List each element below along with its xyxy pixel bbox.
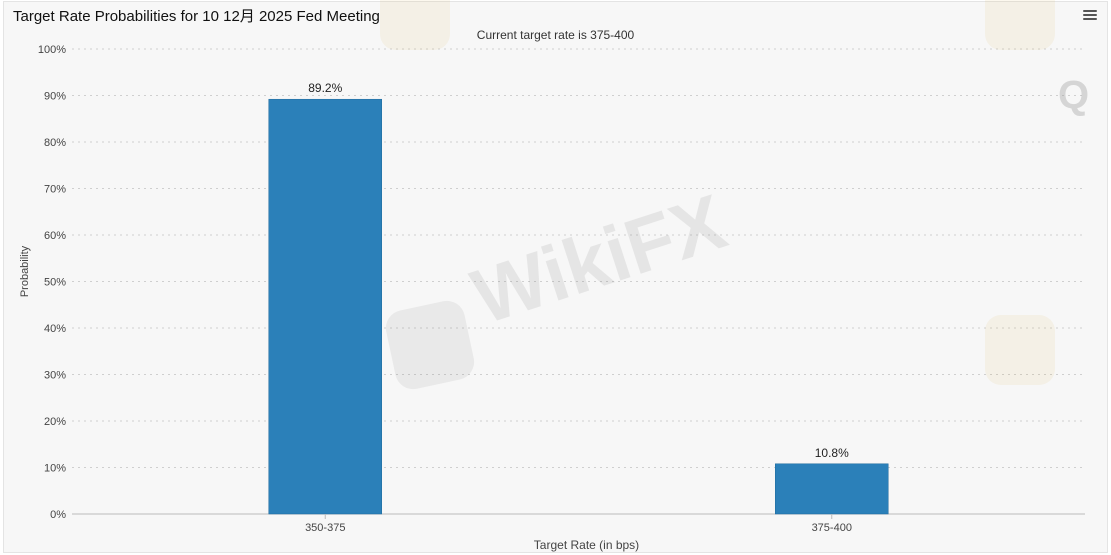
- watermark-text: WikiFX: [462, 177, 736, 341]
- grid-lines: [72, 48, 1085, 468]
- data-label: 10.8%: [815, 446, 849, 460]
- y-tick-label: 90%: [44, 91, 66, 103]
- chart-title: Target Rate Probabilities for 10 12月 202…: [13, 8, 380, 25]
- bar: [775, 463, 889, 515]
- x-axis-label: Target Rate (in bps): [534, 538, 639, 552]
- y-tick-label: 50%: [44, 277, 66, 289]
- chart-panel: [3, 1, 1108, 553]
- menu-line-icon: [1083, 18, 1097, 20]
- watermark-logo-icon: [380, 0, 450, 50]
- y-tick-label: 60%: [44, 230, 66, 242]
- y-tick-label: 40%: [44, 323, 66, 335]
- x-axis-ticks: 350-375 375-400: [305, 514, 852, 534]
- watermark-logo-icon: [985, 0, 1055, 50]
- y-tick-label: 80%: [44, 137, 66, 149]
- menu-line-icon: [1083, 14, 1097, 16]
- bar: [268, 98, 382, 515]
- hamburger-menu-icon[interactable]: [1081, 6, 1099, 24]
- chart-subtitle: Current target rate is 375-400: [476, 28, 635, 42]
- y-tick-label: 30%: [44, 370, 66, 382]
- y-tick-label: 20%: [44, 416, 66, 428]
- x-tick-label: 350-375: [305, 522, 345, 534]
- y-tick-label: 100%: [38, 44, 66, 56]
- bar-series: 89.2% 10.8%: [268, 81, 889, 515]
- y-tick-label: 0%: [50, 509, 66, 521]
- y-axis-ticks: 0% 10% 20% 30% 40% 50% 60% 70% 80% 90% 100%: [38, 44, 66, 521]
- x-tick-label: 375-400: [812, 522, 852, 534]
- y-tick-label: 70%: [44, 184, 66, 196]
- watermark-logo-icon: [385, 300, 475, 390]
- watermark-q-icon: Q: [1058, 73, 1089, 117]
- data-label: 89.2%: [308, 81, 342, 95]
- watermark-logo-icon: [985, 315, 1055, 385]
- y-axis-label: Probability: [19, 245, 31, 297]
- y-tick-label: 10%: [44, 463, 66, 475]
- menu-line-icon: [1083, 10, 1097, 12]
